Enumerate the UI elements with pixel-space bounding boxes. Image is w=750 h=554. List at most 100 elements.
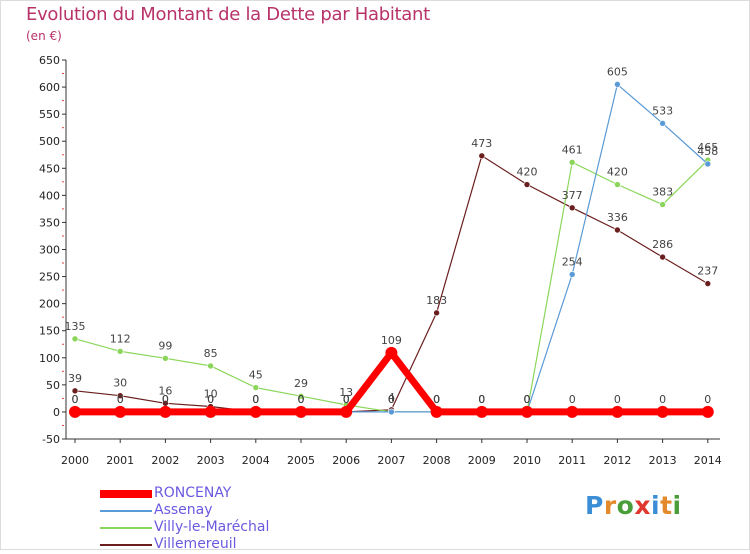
data-label: 0 [117,393,124,406]
data-label: 0 [704,393,711,406]
y-tick-label: 0 [53,406,60,419]
y-tick-label: 200 [39,298,60,311]
data-label: 85 [204,347,218,360]
y-tick-label: 600 [39,81,60,94]
x-tick-label: 2010 [513,454,541,467]
y-tick-label: 300 [39,244,60,257]
chart-title: Evolution du Montant de la Dette par Hab… [26,4,430,25]
data-label: 458 [697,145,718,158]
legend-label: Assenay [154,502,213,518]
legend-swatch [100,490,152,498]
data-point [116,392,124,399]
data-label: 0 [162,393,169,406]
data-label: 0 [569,393,576,406]
data-label: 99 [158,339,172,352]
data-point [656,405,669,418]
data-label: 109 [381,334,402,347]
y-tick-label: 250 [39,271,60,284]
data-point [521,405,533,418]
data-label: 10 [204,388,218,401]
data-label: 286 [652,238,673,251]
data-point [71,387,79,395]
data-label: 0 [298,393,305,406]
legend-label: Villy-le-Maréchal [154,519,270,535]
data-label: 183 [426,294,447,307]
y-tick-label: 100 [39,352,60,365]
data-label: 0 [433,393,440,406]
legend-swatch [100,544,152,546]
data-label: 0 [659,393,666,406]
logo-letter: r [603,491,617,520]
data-label: 383 [652,186,673,199]
data-label: 45 [249,369,263,382]
data-point [116,347,124,355]
logo-letter: o [616,491,635,520]
data-point [340,405,353,418]
data-point [659,201,666,208]
x-tick-label: 2002 [151,454,179,467]
data-label: 237 [697,265,718,278]
data-label: 0 [72,393,79,406]
data-point [614,226,621,234]
data-point [701,405,714,418]
data-label: 461 [562,143,583,156]
data-label: 29 [294,377,308,390]
data-label: 112 [110,332,131,345]
data-label: 473 [471,137,492,150]
data-point [114,405,127,418]
data-point [159,405,172,418]
data-label: 420 [517,166,538,179]
x-tick-label: 2009 [468,454,496,467]
y-tick-label: 450 [39,162,60,175]
data-label: 605 [607,65,628,78]
x-tick-label: 2011 [558,454,586,467]
y-tick-label: 150 [39,325,60,338]
data-label: 135 [65,320,86,333]
legend-label: RONCENAY [154,485,232,501]
data-label: 0 [343,393,350,406]
x-tick-label: 2003 [197,454,225,467]
data-point [295,405,307,418]
data-label: 0 [524,393,531,406]
legend-swatch [100,527,152,529]
data-label: 0 [524,393,531,406]
data-point [71,335,79,343]
data-label: 0 [72,393,79,406]
data-label: 0 [433,393,440,406]
data-point [297,392,305,400]
y-tick-label: 400 [39,189,60,202]
x-tick-label: 2008 [423,454,451,467]
data-label: 0 [478,393,485,406]
data-point [385,346,398,359]
data-label: 0 [252,393,259,406]
data-point [430,405,443,418]
data-label: 0 [478,393,485,406]
logo-letter: x [634,491,651,520]
data-label: 0 [343,393,350,406]
x-tick-label: 2013 [649,454,677,467]
data-label: 0 [524,393,531,406]
y-tick-label: 50 [46,379,60,392]
y-tick-label: 350 [39,216,60,229]
data-point [249,405,262,418]
x-tick-label: 2012 [603,454,631,467]
data-point [478,152,486,160]
data-label: 254 [562,255,583,268]
data-label: 420 [607,166,628,179]
data-label: 30 [113,377,127,390]
data-point [568,159,576,166]
data-point [162,355,169,362]
logo-letter: i [672,491,682,520]
data-label: 0 [433,393,440,406]
data-point [568,271,576,278]
x-tick-label: 2014 [694,454,722,467]
data-label: 377 [562,189,583,202]
data-label: 0 [117,393,124,406]
x-tick-label: 2001 [106,454,134,467]
data-label: 336 [607,211,628,224]
data-point [433,309,440,317]
y-tick-label: 500 [39,135,60,148]
data-point [614,181,621,188]
data-label: 0 [207,393,214,406]
